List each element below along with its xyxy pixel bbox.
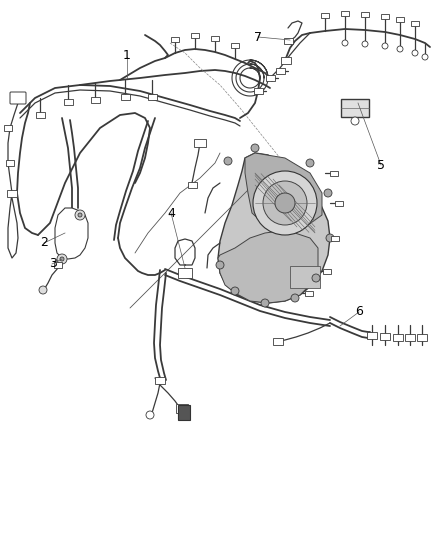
Text: 5: 5 (377, 159, 385, 172)
Bar (335, 200, 343, 206)
Bar (91, 97, 99, 103)
Polygon shape (55, 208, 88, 259)
Polygon shape (218, 153, 330, 303)
Circle shape (261, 299, 269, 307)
Circle shape (251, 144, 259, 152)
Bar (411, 20, 419, 26)
Bar (54, 262, 62, 268)
Bar (380, 333, 390, 340)
Circle shape (324, 189, 332, 197)
Bar (191, 33, 199, 37)
Bar (283, 38, 293, 44)
Circle shape (146, 411, 154, 419)
Circle shape (60, 257, 64, 261)
Circle shape (39, 286, 47, 294)
Text: 7: 7 (254, 31, 262, 44)
Bar (6, 160, 14, 166)
Text: 3: 3 (49, 257, 57, 270)
Polygon shape (245, 153, 322, 228)
Bar (341, 11, 349, 15)
Bar (273, 337, 283, 344)
Text: 1: 1 (123, 50, 131, 62)
Bar (178, 268, 192, 278)
Circle shape (422, 54, 428, 60)
Bar (321, 12, 329, 18)
Circle shape (362, 41, 368, 47)
Bar (281, 56, 291, 63)
Text: 4: 4 (167, 207, 175, 220)
Bar (171, 36, 179, 42)
Bar (381, 13, 389, 19)
Bar (405, 334, 415, 341)
Bar (120, 94, 130, 100)
FancyBboxPatch shape (10, 92, 26, 104)
Bar (417, 334, 427, 341)
Bar (194, 139, 206, 147)
Bar (4, 125, 12, 131)
Bar (330, 171, 338, 175)
Bar (64, 99, 73, 105)
Bar (187, 182, 197, 188)
Circle shape (231, 287, 239, 295)
Circle shape (397, 46, 403, 52)
Bar (396, 17, 404, 21)
Bar (290, 266, 320, 288)
Bar (7, 190, 17, 197)
Bar (178, 405, 190, 420)
Circle shape (312, 274, 320, 282)
Polygon shape (218, 231, 318, 303)
Bar (265, 75, 275, 81)
Circle shape (263, 181, 307, 225)
Bar (331, 236, 339, 240)
Circle shape (78, 213, 82, 217)
Circle shape (291, 294, 299, 302)
Circle shape (253, 171, 317, 235)
Bar (393, 334, 403, 341)
Bar (211, 36, 219, 41)
Bar (323, 269, 331, 273)
Bar (305, 290, 313, 295)
Bar (367, 332, 377, 338)
Circle shape (275, 193, 295, 213)
Circle shape (57, 254, 67, 264)
Bar (35, 112, 45, 118)
Circle shape (382, 43, 388, 49)
Bar (341, 99, 369, 117)
Circle shape (224, 157, 232, 165)
Circle shape (216, 261, 224, 269)
Text: 2: 2 (40, 236, 48, 249)
Circle shape (326, 234, 334, 242)
Circle shape (75, 210, 85, 220)
Bar (176, 403, 188, 413)
Bar (254, 88, 262, 94)
Circle shape (342, 40, 348, 46)
Bar (231, 43, 239, 47)
Bar (361, 12, 369, 17)
Bar (155, 376, 165, 384)
Text: 6: 6 (355, 305, 363, 318)
Circle shape (306, 159, 314, 167)
Bar (148, 94, 156, 100)
Circle shape (351, 117, 359, 125)
Circle shape (412, 50, 418, 56)
Bar (276, 68, 285, 74)
